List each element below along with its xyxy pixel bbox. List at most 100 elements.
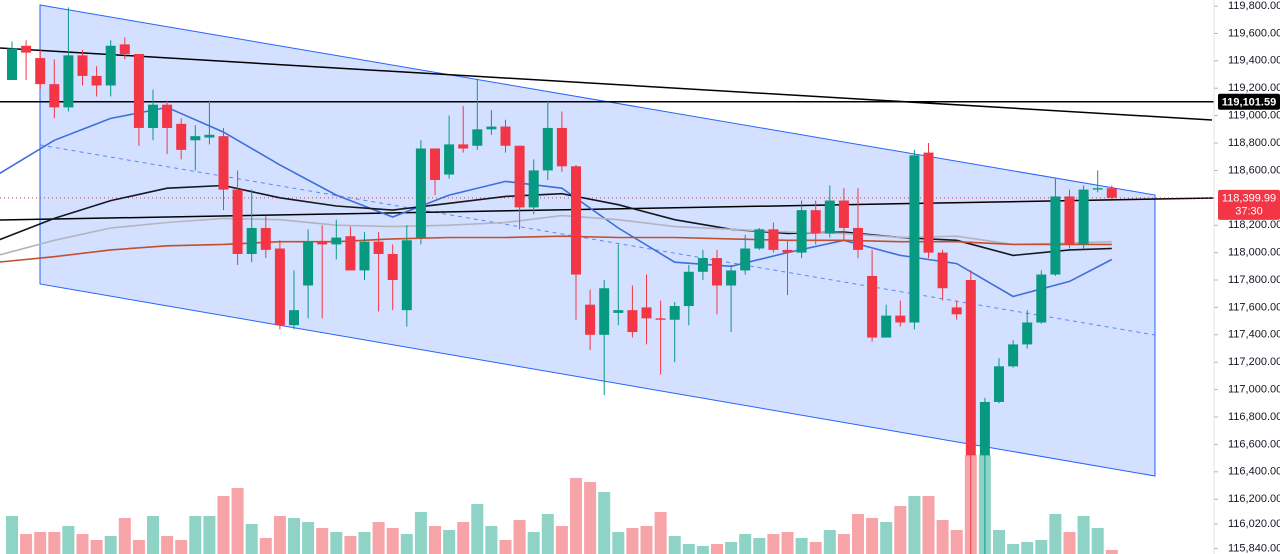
volume-bar [471,504,484,554]
candle-body [867,275,878,338]
y-tick-label: 115,840.00 [1228,542,1280,554]
candle-body [754,229,765,249]
volume-bar [767,534,780,554]
candle-body [683,271,694,307]
candle-body [218,136,229,190]
volume-bar [739,534,752,554]
y-tick-label: 119,000.00 [1228,110,1280,122]
volume-bar [400,534,413,554]
volume-pane [6,455,1118,554]
candle-body [373,241,384,254]
moving-average-line [0,184,1112,257]
candle-body [923,152,934,253]
candle-body [810,210,821,234]
candle-body [951,307,962,315]
y-tick-label: 117,200.00 [1228,356,1280,368]
volume-bar [443,530,456,554]
candle-body [119,44,130,54]
candle-body [697,258,708,272]
y-tick-label: 119,400.00 [1228,55,1280,67]
volume-bar [499,540,512,554]
volume-bar [668,536,681,554]
candle-body [669,306,680,320]
candle-body [585,304,596,335]
volume-bar [993,530,1005,554]
candle-body [1092,188,1103,190]
y-tick-label: 118,800.00 [1228,137,1280,149]
volume-bar [1105,550,1118,554]
volume-bar [330,532,343,554]
candle-body [1106,188,1117,198]
candle-body [105,45,116,86]
volume-bar [922,496,935,554]
volume-bar [894,506,907,554]
candle-body [21,45,32,53]
candle-body [712,258,722,286]
y-tick-label: 119,200.00 [1228,82,1280,94]
volume-bar [908,496,921,554]
volume-bar [34,532,47,554]
volume-bar [358,532,371,554]
y-tick-label: 118,600.00 [1228,164,1280,176]
candle-body [246,227,257,254]
volume-bar [414,512,427,554]
candle-body [49,84,60,108]
candle-body [63,55,74,108]
volume-bar [485,526,498,554]
volume-bar [189,516,202,554]
candle-body [796,210,807,253]
candle-body [937,252,948,289]
volume-bar [541,514,554,554]
candle-body [768,229,779,250]
candle-body [655,318,666,320]
candle-body [895,315,906,323]
candle-body [853,227,863,250]
volume-bar [259,538,272,554]
candle-body [838,200,849,228]
volume-bar [302,522,315,554]
candle-body [556,127,567,167]
volume-bar [753,538,766,554]
volume-bar [950,530,963,554]
candle-body [782,249,793,253]
candle-body [613,310,624,313]
volume-bar [598,492,611,554]
volume-bar [316,528,329,554]
candle-body [458,144,469,149]
volume-bar [781,532,794,554]
candle-body [1008,344,1019,367]
volume-bar [20,534,33,554]
candle-body [909,155,920,323]
drawings [0,4,1215,477]
candle-body [289,310,299,326]
candles [7,7,1117,554]
volume-bar [161,536,174,554]
candle-body [162,104,173,128]
volume-bar [866,518,879,554]
volume-bar [570,478,582,554]
volume-bar [1063,532,1076,554]
candle-body [232,189,243,254]
candle-body [345,236,356,271]
y-tick-label: 118,200.00 [1228,219,1280,231]
candle-body [514,145,525,208]
candle-body [35,58,46,85]
candle-body [965,280,976,456]
volume-bar [203,516,216,554]
volume-bar [654,512,667,554]
candle-body [148,104,158,128]
y-tick-label: 117,000.00 [1228,384,1280,396]
countdown-label: 37:30 [1235,206,1263,218]
volume-bar [288,518,300,554]
candle-body [91,75,102,86]
volume-bar [1021,542,1034,554]
volume-bar [880,522,893,554]
volume-bar [147,516,159,554]
volume-bar [640,526,653,554]
volume-bar [1049,514,1062,554]
candle-body [274,248,285,326]
y-tick-label: 116,600.00 [1228,438,1280,450]
volume-bar [555,526,568,554]
volume-bar [696,546,709,554]
